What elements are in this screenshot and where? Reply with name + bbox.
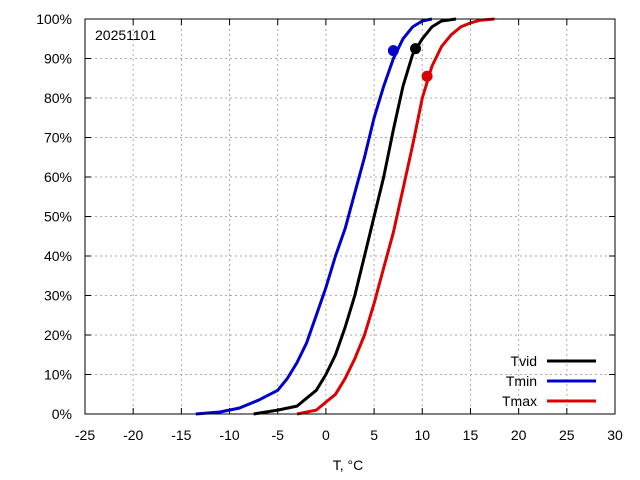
y-tick-label: 70%: [44, 130, 72, 146]
x-axis-label: T, °C: [333, 457, 364, 473]
y-tick-labels: 0% 10% 20% 30% 40% 50% 60% 70% 80% 90% 100%: [36, 11, 72, 422]
series-line-tmin: [195, 17, 433, 416]
x-tick-label: 10: [414, 427, 430, 443]
x-tick-label: -25: [75, 427, 95, 443]
grid-lines: [85, 19, 615, 414]
y-tick-label: 100%: [36, 11, 72, 27]
series-marker-tmin: [387, 45, 399, 57]
x-tick-label: 15: [463, 427, 479, 443]
y-tick-label: 90%: [44, 51, 72, 67]
series-lines: [195, 17, 495, 416]
legend-label-tmax: Tmax: [502, 393, 537, 409]
y-tick-label: 30%: [44, 288, 72, 304]
x-tick-label: 20: [511, 427, 527, 443]
series-line-tvid: [253, 17, 457, 416]
legend-label-tvid: Tvid: [511, 353, 537, 369]
x-tick-label: -5: [272, 427, 285, 443]
x-tick-label: 0: [322, 427, 330, 443]
x-tick-label: -10: [219, 427, 239, 443]
x-tick-label: 25: [559, 427, 575, 443]
legend: Tvid Tmin Tmax: [502, 353, 596, 409]
y-tick-label: 80%: [44, 90, 72, 106]
axis-ticks: [84, 18, 616, 415]
y-tick-label: 20%: [44, 327, 72, 343]
series-line-tmax: [296, 17, 495, 416]
x-tick-label: -20: [123, 427, 143, 443]
series-marker-tmax: [421, 70, 433, 82]
y-tick-label: 10%: [44, 367, 72, 383]
y-tick-label: 0%: [52, 406, 72, 422]
y-tick-label: 60%: [44, 169, 72, 185]
x-tick-label: -15: [171, 427, 191, 443]
y-tick-label: 50%: [44, 209, 72, 225]
x-tick-label: 30: [607, 427, 623, 443]
y-tick-label: 40%: [44, 248, 72, 264]
legend-label-tmin: Tmin: [506, 373, 537, 389]
series-markers: [387, 43, 433, 82]
date-annotation: 20251101: [95, 27, 156, 43]
x-tick-label: 5: [370, 427, 378, 443]
series-marker-tvid: [410, 43, 422, 55]
x-tick-labels: -25 -20 -15 -10 -5 0 5 10 15 20 25 30: [75, 427, 623, 443]
